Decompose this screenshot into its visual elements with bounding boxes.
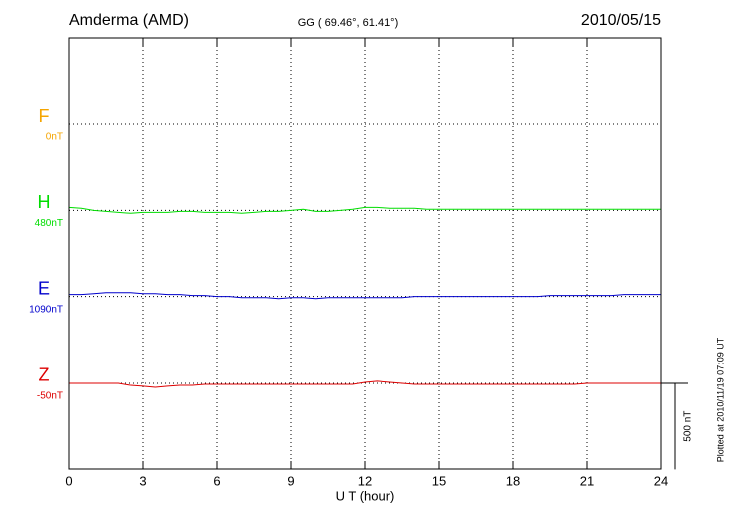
x-tick-label: 12 — [358, 473, 372, 488]
plot-frame — [68, 37, 662, 470]
x-tick-label: 6 — [213, 473, 220, 488]
x-tick-label: 21 — [580, 473, 594, 488]
x-tick-label: 3 — [139, 473, 146, 488]
series-name: Z — [39, 365, 50, 385]
x-tick-label: 9 — [287, 473, 294, 488]
chart-date: 2010/05/15 — [581, 12, 661, 29]
baseline-label: -50nT — [37, 391, 63, 402]
series-name: E — [38, 278, 50, 298]
x-tick-label: 15 — [432, 473, 446, 488]
x-tick-label: 24 — [654, 473, 668, 488]
scale-bar-label: 500 nT — [683, 411, 694, 442]
x-tick-label: 18 — [506, 473, 520, 488]
x-axis-label: U T (hour) — [336, 488, 395, 503]
x-tick-label: 0 — [65, 473, 72, 488]
baseline-label: 0nT — [46, 132, 63, 143]
plot-note: Plotted at 2010/11/19 07:09 UT — [715, 337, 725, 462]
chart-subtitle: GG ( 69.46°, 61.41°) — [298, 17, 399, 29]
series-line — [69, 292, 661, 300]
baseline-label: 480nT — [35, 218, 63, 229]
chart-title: Amderma (AMD) — [69, 12, 189, 29]
series-line — [68, 206, 661, 214]
series-name: H — [38, 192, 51, 212]
series-line — [69, 380, 661, 388]
baseline-label: 1090nT — [29, 304, 63, 315]
series-name: F — [39, 106, 50, 126]
